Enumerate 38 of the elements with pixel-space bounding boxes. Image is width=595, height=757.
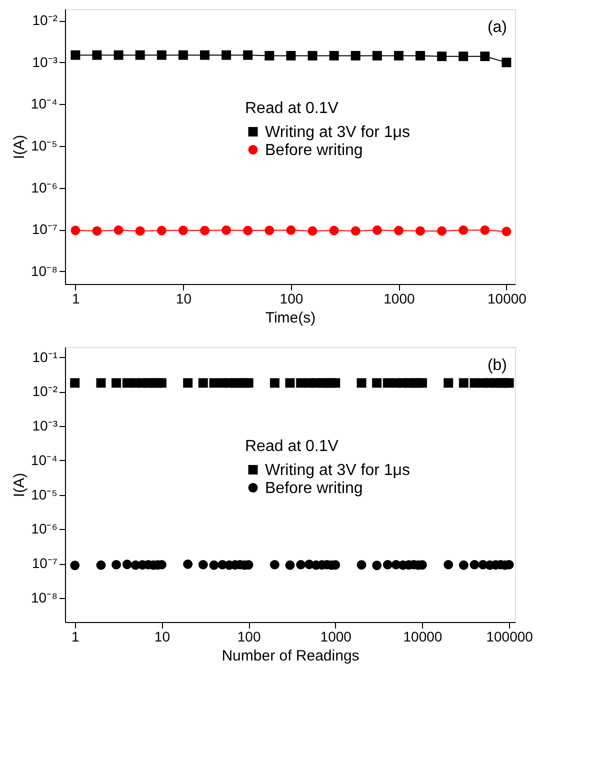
x-tick-label: 10000 — [403, 628, 442, 644]
y-tick-label: 10⁻² — [32, 383, 58, 400]
y-tick-label: 10⁻³ — [32, 418, 58, 434]
y-tick-label: 10⁻⁶ — [31, 179, 58, 196]
legend-label: Before writing — [265, 480, 363, 497]
y-axis-title: I(A) — [10, 472, 28, 498]
x-axis-title: Number of Readings — [222, 648, 360, 664]
y-tick-label: 10⁻³ — [32, 54, 58, 70]
x-tick-label: 10 — [176, 290, 192, 306]
y-axis-title: I(A) — [10, 134, 28, 160]
y-tick-label: 10⁻⁴ — [30, 96, 58, 112]
y-tick-label: 10⁻⁸ — [31, 262, 58, 279]
x-tick-label: 10 — [154, 628, 170, 644]
legend-label: Writing at 3V for 1μs — [265, 124, 410, 141]
annotation: (b) — [487, 357, 507, 374]
y-tick-label: 10⁻⁷ — [32, 221, 58, 238]
x-tick-label: 1000 — [384, 290, 415, 306]
x-axis-title: Time(s) — [265, 310, 316, 326]
y-tick-label: 10⁻² — [32, 12, 58, 28]
annotation: (a) — [487, 19, 507, 36]
x-tick-label: 100 — [237, 628, 261, 644]
y-tick-label: 10⁻⁶ — [31, 520, 58, 537]
x-tick-label: 1 — [72, 290, 80, 306]
x-tick-label: 1000 — [320, 628, 352, 644]
y-tick-label: 10⁻¹ — [32, 348, 58, 365]
legend-title: Read at 0.1V — [245, 100, 339, 117]
y-tick-label: 10⁻⁴ — [30, 452, 58, 468]
x-tick-label: 100 — [280, 290, 304, 306]
x-tick-label: 100000 — [486, 628, 534, 644]
legend-title: Read at 0.1V — [245, 438, 339, 455]
legend-label: Writing at 3V for 1μs — [265, 462, 410, 479]
y-tick-label: 10⁻⁸ — [31, 589, 58, 606]
y-tick-label: 10⁻⁵ — [31, 486, 58, 502]
x-tick-label: 1 — [71, 628, 80, 644]
legend-label: Before writing — [265, 142, 363, 159]
y-tick-label: 10⁻⁵ — [31, 138, 58, 154]
y-tick-label: 10⁻⁷ — [32, 555, 58, 572]
x-tick-label: 10000 — [488, 290, 527, 306]
